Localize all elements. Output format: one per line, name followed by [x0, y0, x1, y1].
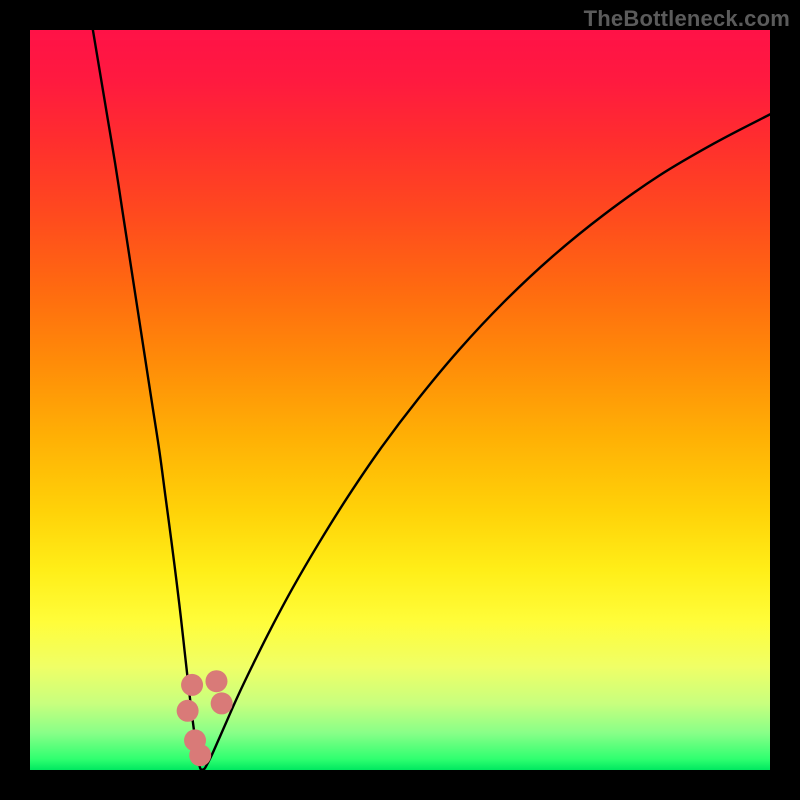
- plot-area: [30, 30, 770, 770]
- gradient-background: [30, 30, 770, 770]
- marker-dot: [211, 692, 233, 714]
- marker-dot: [205, 670, 227, 692]
- chart-svg: [30, 30, 770, 770]
- stage: TheBottleneck.com: [0, 0, 800, 800]
- watermark-text: TheBottleneck.com: [584, 6, 790, 32]
- marker-dot: [181, 674, 203, 696]
- plot-frame: [30, 30, 770, 770]
- marker-dot: [189, 744, 211, 766]
- marker-dot: [177, 700, 199, 722]
